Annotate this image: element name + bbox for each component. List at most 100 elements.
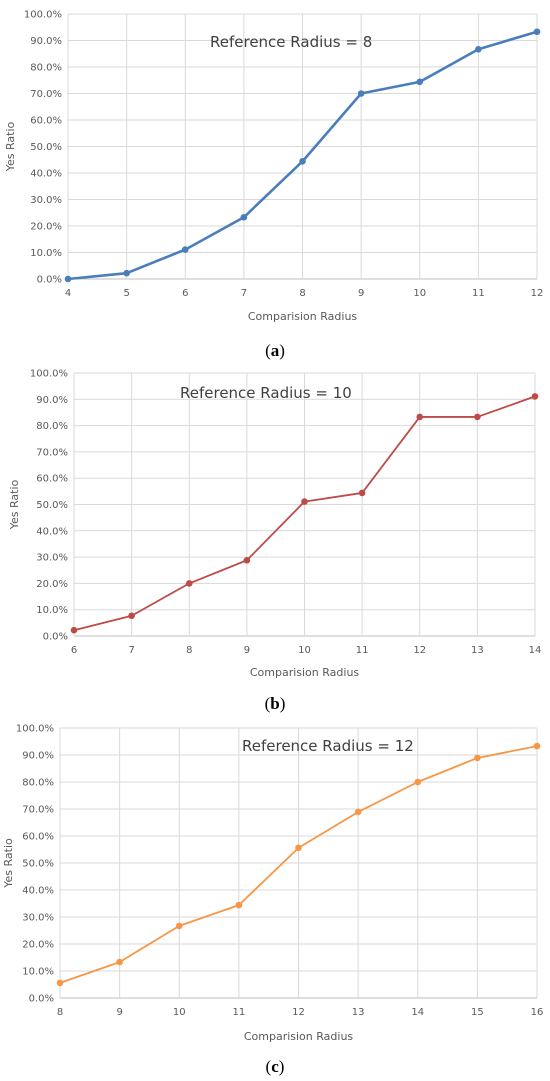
chart-panel-a: 0.0% 10.0% 20.0% 30.0% 40.0% 50.0% 60.0% 70.0% 8… bbox=[4, 10, 543, 361]
data-point bbox=[243, 556, 251, 564]
y-tick-label: 90.0% bbox=[36, 395, 68, 406]
x-tick-label: 10 bbox=[173, 1007, 186, 1018]
x-tick-label: 9 bbox=[358, 288, 364, 299]
y-tick-label: 0.0% bbox=[29, 994, 54, 1005]
y-tick-label: 100.0% bbox=[24, 10, 62, 21]
x-tick-label: 12 bbox=[531, 288, 544, 299]
y-tick-label: 70.0% bbox=[22, 805, 54, 816]
y-axis-title: Yes Ratio bbox=[8, 479, 21, 530]
x-tick-label: 11 bbox=[356, 645, 369, 656]
y-tick-label: 0.0% bbox=[43, 632, 68, 643]
data-point bbox=[475, 45, 482, 53]
y-tick-label: 10.0% bbox=[36, 605, 68, 616]
y-tick-label: 80.0% bbox=[30, 63, 62, 74]
x-tick-label: 9 bbox=[116, 1007, 122, 1018]
y-tick-label: 60.0% bbox=[36, 474, 68, 485]
data-point bbox=[235, 901, 243, 909]
panel-caption-letter: a bbox=[271, 341, 280, 360]
panel-caption: (b) bbox=[265, 694, 286, 713]
y-tick-label: 30.0% bbox=[36, 553, 68, 564]
y-tick-label: 30.0% bbox=[30, 195, 62, 206]
y-tick-label: 50.0% bbox=[22, 859, 54, 870]
x-tick-label: 14 bbox=[529, 645, 542, 656]
y-tick-label: 80.0% bbox=[22, 778, 54, 789]
y-tick-label: 20.0% bbox=[22, 940, 54, 951]
x-tick-label: 13 bbox=[471, 645, 484, 656]
data-point bbox=[474, 754, 481, 762]
y-tick-label: 90.0% bbox=[22, 751, 54, 762]
y-tick-label: 100.0% bbox=[16, 724, 54, 735]
chart-annotation: Reference Radius = 10 bbox=[180, 384, 352, 402]
x-axis-title: Comparision Radius bbox=[248, 310, 358, 323]
y-tick-label: 0.0% bbox=[37, 275, 62, 286]
x-tick-label: 8 bbox=[299, 288, 305, 299]
y-tick-label: 100.0% bbox=[30, 369, 68, 380]
y-tick-label: 10.0% bbox=[22, 967, 54, 978]
data-point bbox=[128, 612, 135, 620]
data-point bbox=[56, 979, 64, 987]
y-tick-label: 40.0% bbox=[30, 169, 62, 180]
x-tick-label: 8 bbox=[186, 645, 192, 656]
panel-caption-letter: c bbox=[271, 1057, 279, 1076]
x-tick-label: 14 bbox=[411, 1007, 424, 1018]
x-tick-label: 5 bbox=[123, 288, 129, 299]
x-tick-label: 4 bbox=[65, 288, 71, 299]
data-point bbox=[474, 413, 481, 421]
data-point bbox=[181, 246, 189, 253]
x-tick-label: 12 bbox=[292, 1007, 305, 1018]
data-point bbox=[123, 269, 130, 277]
y-tick-label: 60.0% bbox=[22, 832, 54, 843]
data-point bbox=[416, 413, 424, 421]
data-point bbox=[295, 844, 302, 852]
x-tick-label: 11 bbox=[233, 1007, 246, 1018]
x-tick-label: 15 bbox=[471, 1007, 484, 1018]
data-point bbox=[64, 275, 72, 283]
x-tick-label: 13 bbox=[352, 1007, 365, 1018]
data-point bbox=[416, 78, 424, 86]
data-point bbox=[185, 580, 193, 587]
data-point bbox=[533, 28, 541, 36]
data-point bbox=[533, 742, 541, 750]
y-axis-title: Yes Ratio bbox=[4, 121, 17, 172]
data-point bbox=[299, 158, 306, 165]
chart-annotation: Reference Radius = 12 bbox=[242, 737, 414, 755]
panel-caption: (c) bbox=[266, 1057, 285, 1076]
chart-annotation: Reference Radius = 8 bbox=[210, 33, 372, 51]
y-tick-label: 80.0% bbox=[36, 421, 68, 432]
y-tick-label: 90.0% bbox=[30, 36, 62, 47]
y-tick-label: 50.0% bbox=[36, 500, 68, 511]
data-point bbox=[175, 922, 183, 930]
x-tick-label: 7 bbox=[241, 288, 247, 299]
y-tick-label: 20.0% bbox=[30, 222, 62, 233]
y-tick-label: 30.0% bbox=[22, 913, 54, 924]
x-tick-label: 9 bbox=[244, 645, 250, 656]
y-tick-label: 70.0% bbox=[30, 89, 62, 100]
x-tick-label: 10 bbox=[298, 645, 311, 656]
data-point bbox=[531, 393, 539, 400]
chart-panel-b: 0.0% 10.0% 20.0% 30.0% 40.0% 50.0% 60.0% 70.0% 8… bbox=[8, 369, 541, 714]
y-tick-label: 60.0% bbox=[30, 116, 62, 127]
x-tick-label: 11 bbox=[472, 288, 485, 299]
y-tick-label: 10.0% bbox=[30, 248, 62, 259]
data-point bbox=[414, 778, 422, 786]
y-tick-label: 40.0% bbox=[22, 886, 54, 897]
x-tick-label: 8 bbox=[57, 1007, 63, 1018]
y-axis-title: Yes Ratio bbox=[2, 838, 15, 889]
data-point bbox=[301, 498, 308, 505]
data-point bbox=[116, 958, 123, 966]
panel-caption-letter: b bbox=[270, 694, 279, 713]
data-point bbox=[240, 213, 248, 221]
y-tick-label: 70.0% bbox=[36, 447, 68, 458]
data-point bbox=[354, 808, 362, 816]
x-tick-label: 16 bbox=[531, 1007, 544, 1018]
chart-panel-c: 0.0% 10.0% 20.0% 30.0% 40.0% 50.0% 60.0% 70.0% 8… bbox=[2, 724, 543, 1077]
y-tick-label: 20.0% bbox=[36, 579, 68, 590]
x-axis-title: Comparision Radius bbox=[250, 666, 360, 679]
x-tick-label: 7 bbox=[128, 645, 134, 656]
y-tick-label: 40.0% bbox=[36, 526, 68, 537]
x-tick-label: 10 bbox=[413, 288, 426, 299]
x-tick-label: 6 bbox=[71, 645, 77, 656]
data-point bbox=[70, 626, 78, 634]
x-tick-label: 12 bbox=[413, 645, 426, 656]
